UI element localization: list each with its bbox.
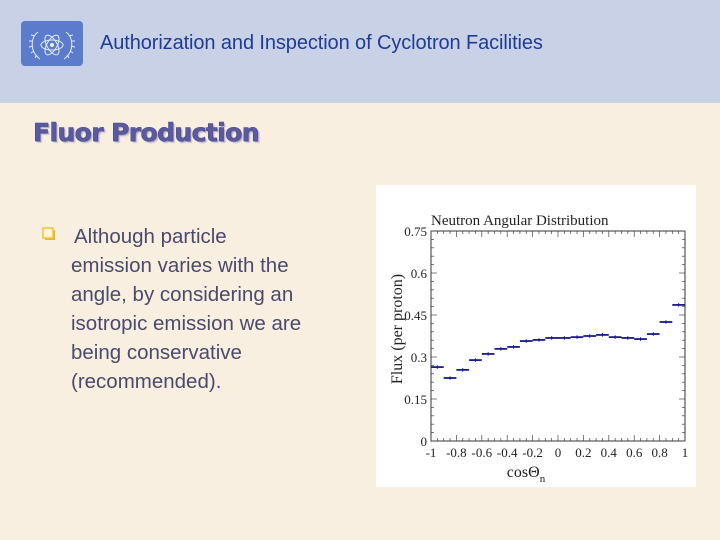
x-tick-label: -0.6 [472,445,493,460]
bullet-line: isotropic emission we are [71,312,302,335]
x-tick-label: 0.8 [651,445,667,460]
bullet-text: Although particle emission varies with t… [42,222,352,396]
bullet-line: emission varies with the [71,254,289,277]
x-tick-label: -1 [426,445,437,460]
x-tick-label: -0.2 [522,445,543,460]
x-tick-label: 0.2 [575,445,591,460]
y-tick-label: 0.3 [411,350,427,365]
chart-canvas: Neutron Angular Distribution Flux (per p… [389,213,688,485]
bullet-line: angle, by considering an [71,283,294,306]
presentation-title: Authorization and Inspection of Cyclotro… [100,32,543,54]
x-tick-label: 0.6 [626,445,643,460]
hollow-square-bullet-icon [42,227,55,240]
chart-title: Neutron Angular Distribution [431,213,609,229]
neutron-angular-distribution-chart: Neutron Angular Distribution Flux (per p… [376,185,696,487]
slide-header: Authorization and Inspection of Cyclotro… [0,0,720,103]
y-tick-label: 0 [421,434,428,449]
y-tick-label: 0.15 [404,392,427,407]
x-tick-label: -0.4 [497,445,518,460]
x-tick-label: 0 [555,445,562,460]
x-tick-label: -0.8 [446,445,467,460]
y-tick-label: 0.6 [411,266,428,281]
bullet-line: (recommended). [71,370,222,393]
iaea-logo-icon [21,21,83,66]
y-axis-label: Flux (per proton) [389,274,406,384]
plot-frame [430,230,686,442]
bullet-line: being conservative [71,341,242,364]
y-tick-label: 0.75 [404,224,427,239]
bullet-line: Although particle [74,225,227,248]
x-axis-label: cosΘn [507,464,546,485]
slide-title: Fluor Production [33,118,260,148]
x-tick-label: 0.4 [601,445,618,460]
x-tick-label: 1 [682,445,689,460]
y-tick-label: 0.45 [404,308,427,323]
bullet-list: Although particle emission varies with t… [42,222,352,396]
plot-area: -1 -0.8 -0.6 -0.4 -0.2 0 0.2 0.4 0.6 0.8 1 0 0.15 0.3… [404,224,688,460]
